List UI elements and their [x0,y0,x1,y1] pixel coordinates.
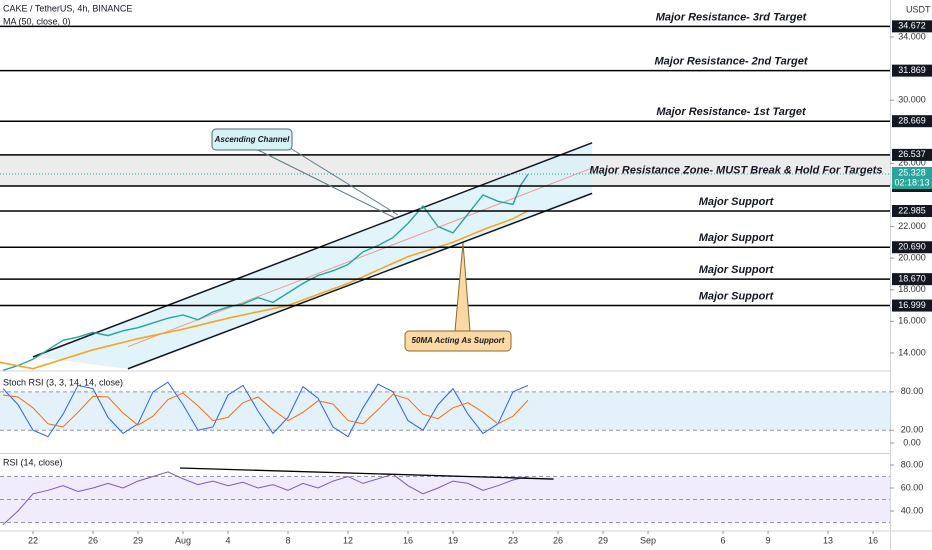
countdown: 02:18:13 [894,177,929,187]
callout-pointer [289,147,399,216]
ma-legend: MA (50, close, 0) [3,16,71,26]
level-label-box [892,115,932,128]
y-tick-label: 60.00 [901,482,924,492]
symbol-title: CAKE / TetherUS, 4h, BINANCE [3,3,132,13]
zone-note: Major Resistance Zone- MUST Break & Hold… [590,164,883,176]
x-tick-label: 16 [403,535,413,545]
last-price-box [892,166,932,189]
x-tick-label: 22 [28,535,38,545]
level-label: 16.999 [898,300,926,310]
level-label: 31.869 [898,65,926,75]
x-tick-label: 8 [286,535,291,545]
x-tick-label: 26 [88,535,98,545]
y-tick-label: 34.000 [898,31,926,41]
level-label-box [892,148,932,161]
level-note: Major Resistance- 2nd Target [654,56,808,68]
channel-lower [127,192,593,370]
callout: 50MA Acting As Support [404,242,512,352]
currency: USDT [906,4,931,14]
x-tick-label: Sep [640,535,656,545]
level-label: 28.669 [898,116,926,126]
x-tick-label: 6 [721,535,726,545]
level-label-box [892,273,932,286]
level-label-box [892,204,932,217]
y-tick-label: 0.00 [903,437,921,447]
level-label: 26.537 [898,149,926,159]
y-tick-label: 80.00 [901,459,924,469]
callout-text: Ascending Channel [214,135,290,144]
band-fill [0,391,890,431]
x-tick-label: 26 [553,535,563,545]
y-tick-label: 22.000 [898,221,926,231]
callout-box [404,330,512,352]
level-label-box [892,299,932,312]
level-note: Major Support [699,264,775,276]
channel-upper [32,142,593,358]
level-label: 34.672 [898,21,926,31]
x-tick-label: 12 [343,535,353,545]
level-note: Major Support [699,232,775,244]
y-tick-label: 18.000 [898,284,926,294]
y-tick-label: 80.00 [901,386,924,396]
level-label-box [892,20,932,33]
line [2,392,529,428]
level-note: Major Support [699,196,775,208]
y-tick-label: 20.000 [898,253,926,263]
line [2,471,529,526]
line [2,174,529,371]
level-label: 20.690 [898,242,926,252]
x-tick-label: 23 [508,535,518,545]
y-tick-label: 16.000 [898,316,926,326]
line [2,381,529,438]
y-tick-label: 26.000 [898,158,926,168]
x-tick-label: 29 [133,535,143,545]
resistance-zone [0,154,890,187]
x-tick-label: Aug [175,535,191,545]
callout-box [211,128,293,151]
x-tick-label: 9 [766,535,771,545]
level-note: Major Resistance- 3rd Target [656,11,808,23]
y-tick-label: 20.00 [901,425,924,435]
last-price-label: 25.328 [898,167,926,177]
channel-fill [33,142,593,369]
y-tick-label: 40.00 [901,505,924,515]
y-tick-label: 14.000 [898,347,926,357]
level-label-box [892,64,932,77]
x-tick-label: 19 [448,535,458,545]
y-tick-label: 30.000 [898,95,926,105]
x-tick-label: 16 [868,535,878,545]
level-label: 18.670 [898,274,926,284]
channel-middle [127,167,593,348]
rsi-title: RSI (14, close) [3,457,63,467]
level-note: Major Resistance- 1st Target [656,106,807,118]
axis-labels: 22 26 29 Aug 4 8 12 16 19 23 26 29 Sep 6 9 13 16 34.000 30… [28,20,932,545]
callout-pointer [257,149,396,219]
x-tick-label: 13 [823,535,833,545]
x-tick-label: 29 [598,535,608,545]
level-label-box [892,241,932,254]
x-tick-label: 4 [226,535,231,545]
level-note: Major Support [699,290,775,302]
trendline [179,467,554,480]
stoch-title: Stoch RSI (3, 3, 14, 14, close) [3,377,123,387]
plot-layer: Major Resistance- 3rd Target Major Resist… [0,11,890,526]
level-label: 22.985 [898,205,926,215]
callout: Ascending Channel [211,128,399,219]
callout-text: 50MA Acting As Support [412,336,505,345]
